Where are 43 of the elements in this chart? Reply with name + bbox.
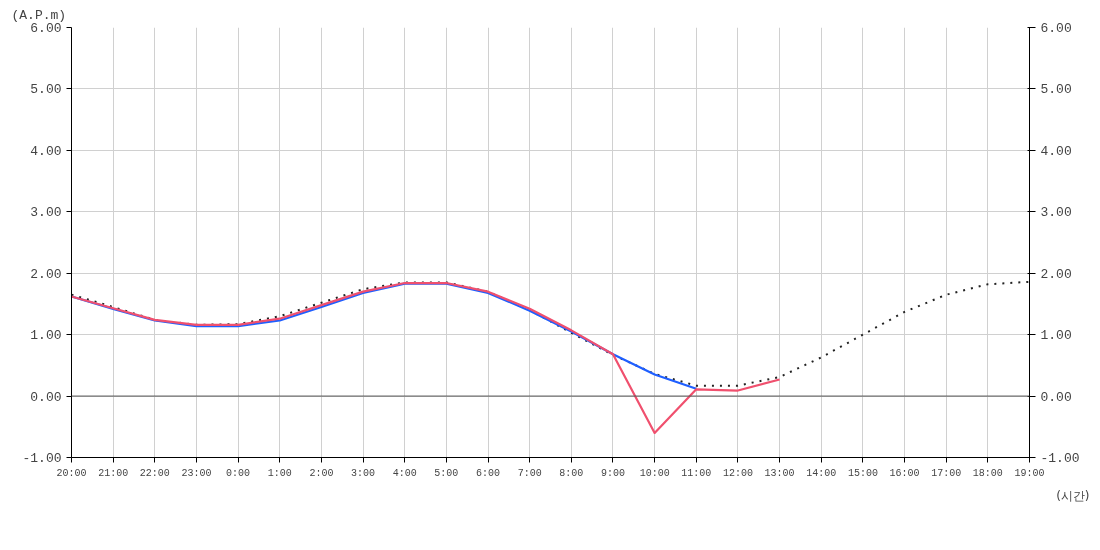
x-tick-label: 10:00 <box>639 467 670 479</box>
y-tick-label: 4.00 <box>30 143 62 159</box>
y-axis-title: (A.P.m) <box>11 7 67 23</box>
x-tick-label: 17:00 <box>931 467 962 479</box>
x-tick-label: 22:00 <box>139 467 170 479</box>
x-tick-label: 3:00 <box>351 467 376 479</box>
x-tick-label: 23:00 <box>181 467 212 479</box>
y2-tick-label: -1.00 <box>1040 451 1080 466</box>
line-series <box>71 281 781 435</box>
y2-tick-label: 6.00 <box>1040 21 1072 36</box>
x-tick-label: 1:00 <box>267 467 292 479</box>
x-tick-label: 7:00 <box>517 467 542 479</box>
y-tick-label: 2.00 <box>30 266 62 282</box>
x-tick-label: 4:00 <box>392 467 417 479</box>
x-tick-label: 9:00 <box>600 467 625 479</box>
x-axis-title: (시간) <box>1056 488 1090 503</box>
x-tick-label: 16:00 <box>889 467 920 479</box>
x-tick-label: 20:00 <box>56 467 87 479</box>
y-tick-label: -1.00 <box>22 451 62 466</box>
y-tick-label: 6.00 <box>30 21 62 36</box>
y-tick-label: 3.00 <box>30 205 62 221</box>
y2-tick-label: 5.00 <box>1040 82 1072 98</box>
y2-tick-label: 1.00 <box>1040 328 1072 344</box>
x-tick-label: 0:00 <box>226 467 251 479</box>
x-tick-label: 5:00 <box>434 467 459 479</box>
x-tick-label: 19:00 <box>1014 467 1045 479</box>
y-tick-label: 1.00 <box>30 328 62 344</box>
x-tick-label: 21:00 <box>98 467 129 479</box>
x-tick-label: 15:00 <box>847 467 878 479</box>
x-tick-label: 11:00 <box>681 467 712 479</box>
x-tick-label: 13:00 <box>764 467 795 479</box>
y-tick-label: 0.00 <box>30 389 62 405</box>
y2-tick-label: 4.00 <box>1040 143 1072 159</box>
y-tick-label: 5.00 <box>30 82 62 98</box>
x-tick-label: 8:00 <box>559 467 584 479</box>
x-tick-label: 18:00 <box>972 467 1003 479</box>
y2-tick-label: 3.00 <box>1040 205 1072 221</box>
x-tick-label: 6:00 <box>476 467 501 479</box>
x-tick-label: 12:00 <box>722 467 753 479</box>
x-tick-label: 14:00 <box>806 467 837 479</box>
y2-tick-label: 0.00 <box>1040 389 1072 405</box>
y2-tick-label: 2.00 <box>1040 266 1072 282</box>
x-tick-label: 2:00 <box>309 467 334 479</box>
